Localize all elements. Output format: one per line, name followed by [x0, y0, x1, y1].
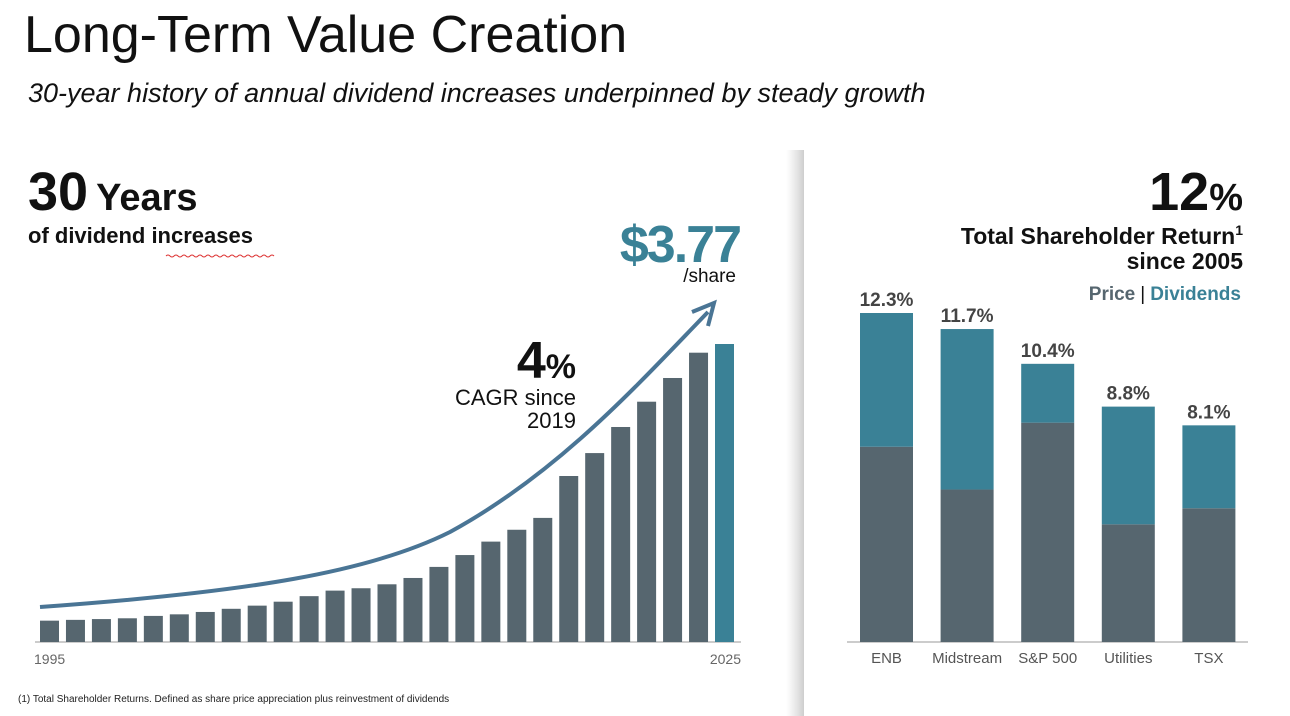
total-label: 8.8% — [1107, 384, 1150, 405]
x-tick-label: TSX — [1194, 650, 1223, 667]
headline: 12% — [1149, 162, 1243, 222]
headline-unit: % — [1209, 177, 1243, 219]
headline-number: 30 — [28, 162, 88, 222]
bar — [429, 566, 449, 642]
total-label: 12.3% — [860, 290, 914, 311]
bar — [247, 605, 267, 642]
bar — [455, 555, 475, 642]
x-tick-label: Utilities — [1104, 650, 1152, 667]
bar — [715, 344, 734, 642]
growth-arrow — [39, 310, 710, 609]
bar — [273, 601, 293, 642]
spell-underline — [165, 254, 275, 258]
x-tick-label: ENB — [871, 650, 902, 667]
bar — [143, 615, 163, 642]
headline-caption: since 2005 — [1127, 248, 1244, 274]
bar-segment — [1021, 363, 1075, 423]
bar — [559, 476, 579, 642]
bar — [40, 620, 59, 642]
headline-caption: of dividend increases — [28, 223, 253, 248]
bar — [377, 584, 397, 642]
bar-segment — [940, 489, 994, 642]
cagr-unit: % — [546, 348, 576, 386]
bar — [585, 453, 605, 642]
slide-subtitle: 30-year history of annual dividend incre… — [28, 78, 926, 108]
x-tick-label: Midstream — [932, 650, 1002, 667]
x-tick-label: 2025 — [710, 651, 741, 667]
bar — [611, 426, 631, 642]
bar — [663, 377, 683, 642]
bar — [299, 596, 319, 642]
bar-segment — [1182, 425, 1236, 509]
bar-segment — [1101, 406, 1155, 525]
last-value-label: $3.77 — [620, 216, 740, 274]
cagr-caption: CAGR since — [455, 385, 576, 410]
total-label: 8.1% — [1187, 402, 1230, 423]
bar — [481, 541, 501, 642]
x-tick-label: S&P 500 — [1018, 650, 1077, 667]
bar-segment — [860, 446, 913, 642]
total-label: 11.7% — [941, 306, 994, 327]
cagr: 4% — [517, 332, 576, 390]
bar — [403, 577, 423, 642]
bar-segment — [1101, 524, 1155, 642]
headline-caption: Total Shareholder Return1 — [961, 222, 1243, 249]
panel-divider — [786, 150, 804, 716]
legend-entry: Price — [1089, 284, 1135, 305]
headline-number: 12 — [1149, 162, 1209, 222]
headline-unit: Years — [96, 177, 197, 219]
bar-segment — [940, 329, 994, 490]
x-tick-label: 1995 — [34, 651, 65, 667]
bar — [117, 618, 137, 642]
headline-caption-text: Total Shareholder Return — [961, 223, 1235, 249]
bar — [221, 608, 241, 642]
growth-arrow-head — [691, 299, 717, 327]
bar — [169, 614, 189, 642]
bar — [689, 352, 709, 642]
bar-segment — [1021, 422, 1075, 642]
legend: Price | Dividends — [1089, 284, 1241, 305]
bar — [325, 590, 345, 642]
slide-title: Long-Term Value Creation — [24, 6, 627, 64]
bar — [65, 619, 85, 642]
bar — [637, 401, 657, 642]
bar-segment — [860, 313, 913, 447]
headline: 30 Years — [28, 162, 198, 222]
cagr-value: 4 — [517, 332, 546, 390]
bar — [351, 588, 371, 642]
total-label: 10.4% — [1021, 341, 1075, 362]
bar — [533, 517, 553, 642]
bar-segment — [1182, 508, 1236, 642]
cagr-caption: 2019 — [527, 408, 576, 433]
legend-separator: | — [1140, 284, 1145, 305]
bar — [195, 611, 215, 642]
bar — [507, 529, 527, 642]
annotation-unit: /share — [683, 266, 736, 287]
bar — [91, 619, 111, 642]
footnote-mark: 1 — [1235, 222, 1243, 238]
footnote: (1) Total Shareholder Returns. Defined a… — [18, 694, 449, 705]
legend-entry: Dividends — [1150, 284, 1241, 305]
